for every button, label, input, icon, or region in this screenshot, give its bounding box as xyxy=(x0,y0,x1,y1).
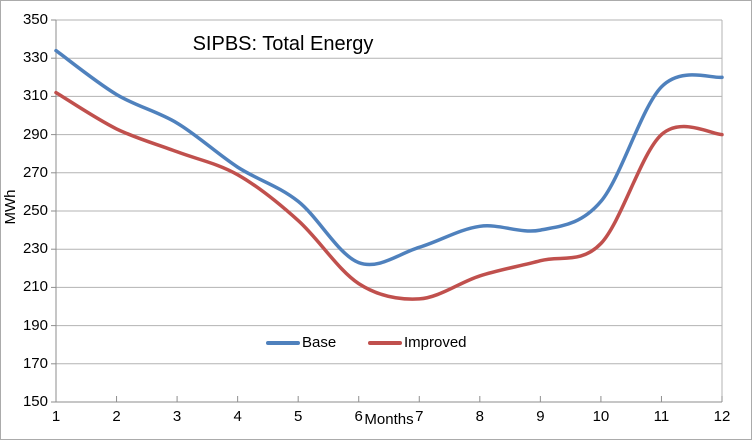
legend: Base Improved xyxy=(1,334,751,352)
x-axis-title: Months xyxy=(364,411,414,428)
y-tick-label: 290 xyxy=(22,125,48,143)
legend-label-base: Base xyxy=(302,334,337,351)
x-tick-label: 1 xyxy=(51,408,61,425)
y-tick-label: 150 xyxy=(22,393,48,410)
legend-item-base[interactable]: Base xyxy=(266,334,336,352)
x-tick-label: 12 xyxy=(713,408,731,425)
base-series-line[interactable] xyxy=(54,48,724,267)
x-tick-label: 6 xyxy=(354,408,363,425)
legend-item-improved[interactable]: Improved xyxy=(368,334,467,352)
y-tick-label: 190 xyxy=(22,316,48,334)
base-series-swatch xyxy=(266,341,300,345)
legend-label-improved: Improved xyxy=(404,334,467,351)
y-tick-label: 210 xyxy=(22,278,48,296)
y-tick-label: 250 xyxy=(22,202,48,219)
x-tick-label: 5 xyxy=(294,408,303,425)
x-tick-label: 11 xyxy=(653,408,670,425)
x-tick-label: 7 xyxy=(415,408,424,425)
x-tick-label: 9 xyxy=(536,408,545,425)
x-tick-label: 3 xyxy=(172,408,182,425)
improved-series-line[interactable] xyxy=(54,90,724,301)
y-tick-label: 230 xyxy=(22,240,48,258)
y-tick-label: 350 xyxy=(22,11,48,28)
x-tick-label: 4 xyxy=(233,408,242,425)
y-tick-label: 170 xyxy=(22,354,48,372)
x-tick-label: 2 xyxy=(112,408,121,425)
y-tick-label: 310 xyxy=(22,87,48,105)
improved-series-swatch xyxy=(368,341,402,345)
y-tick-label: 270 xyxy=(22,163,48,181)
x-tick-label: 10 xyxy=(592,408,610,425)
y-tick-label: 330 xyxy=(22,49,48,67)
x-tick-label: 8 xyxy=(475,408,484,425)
chart-title: SIPBS: Total Energy xyxy=(192,33,374,55)
